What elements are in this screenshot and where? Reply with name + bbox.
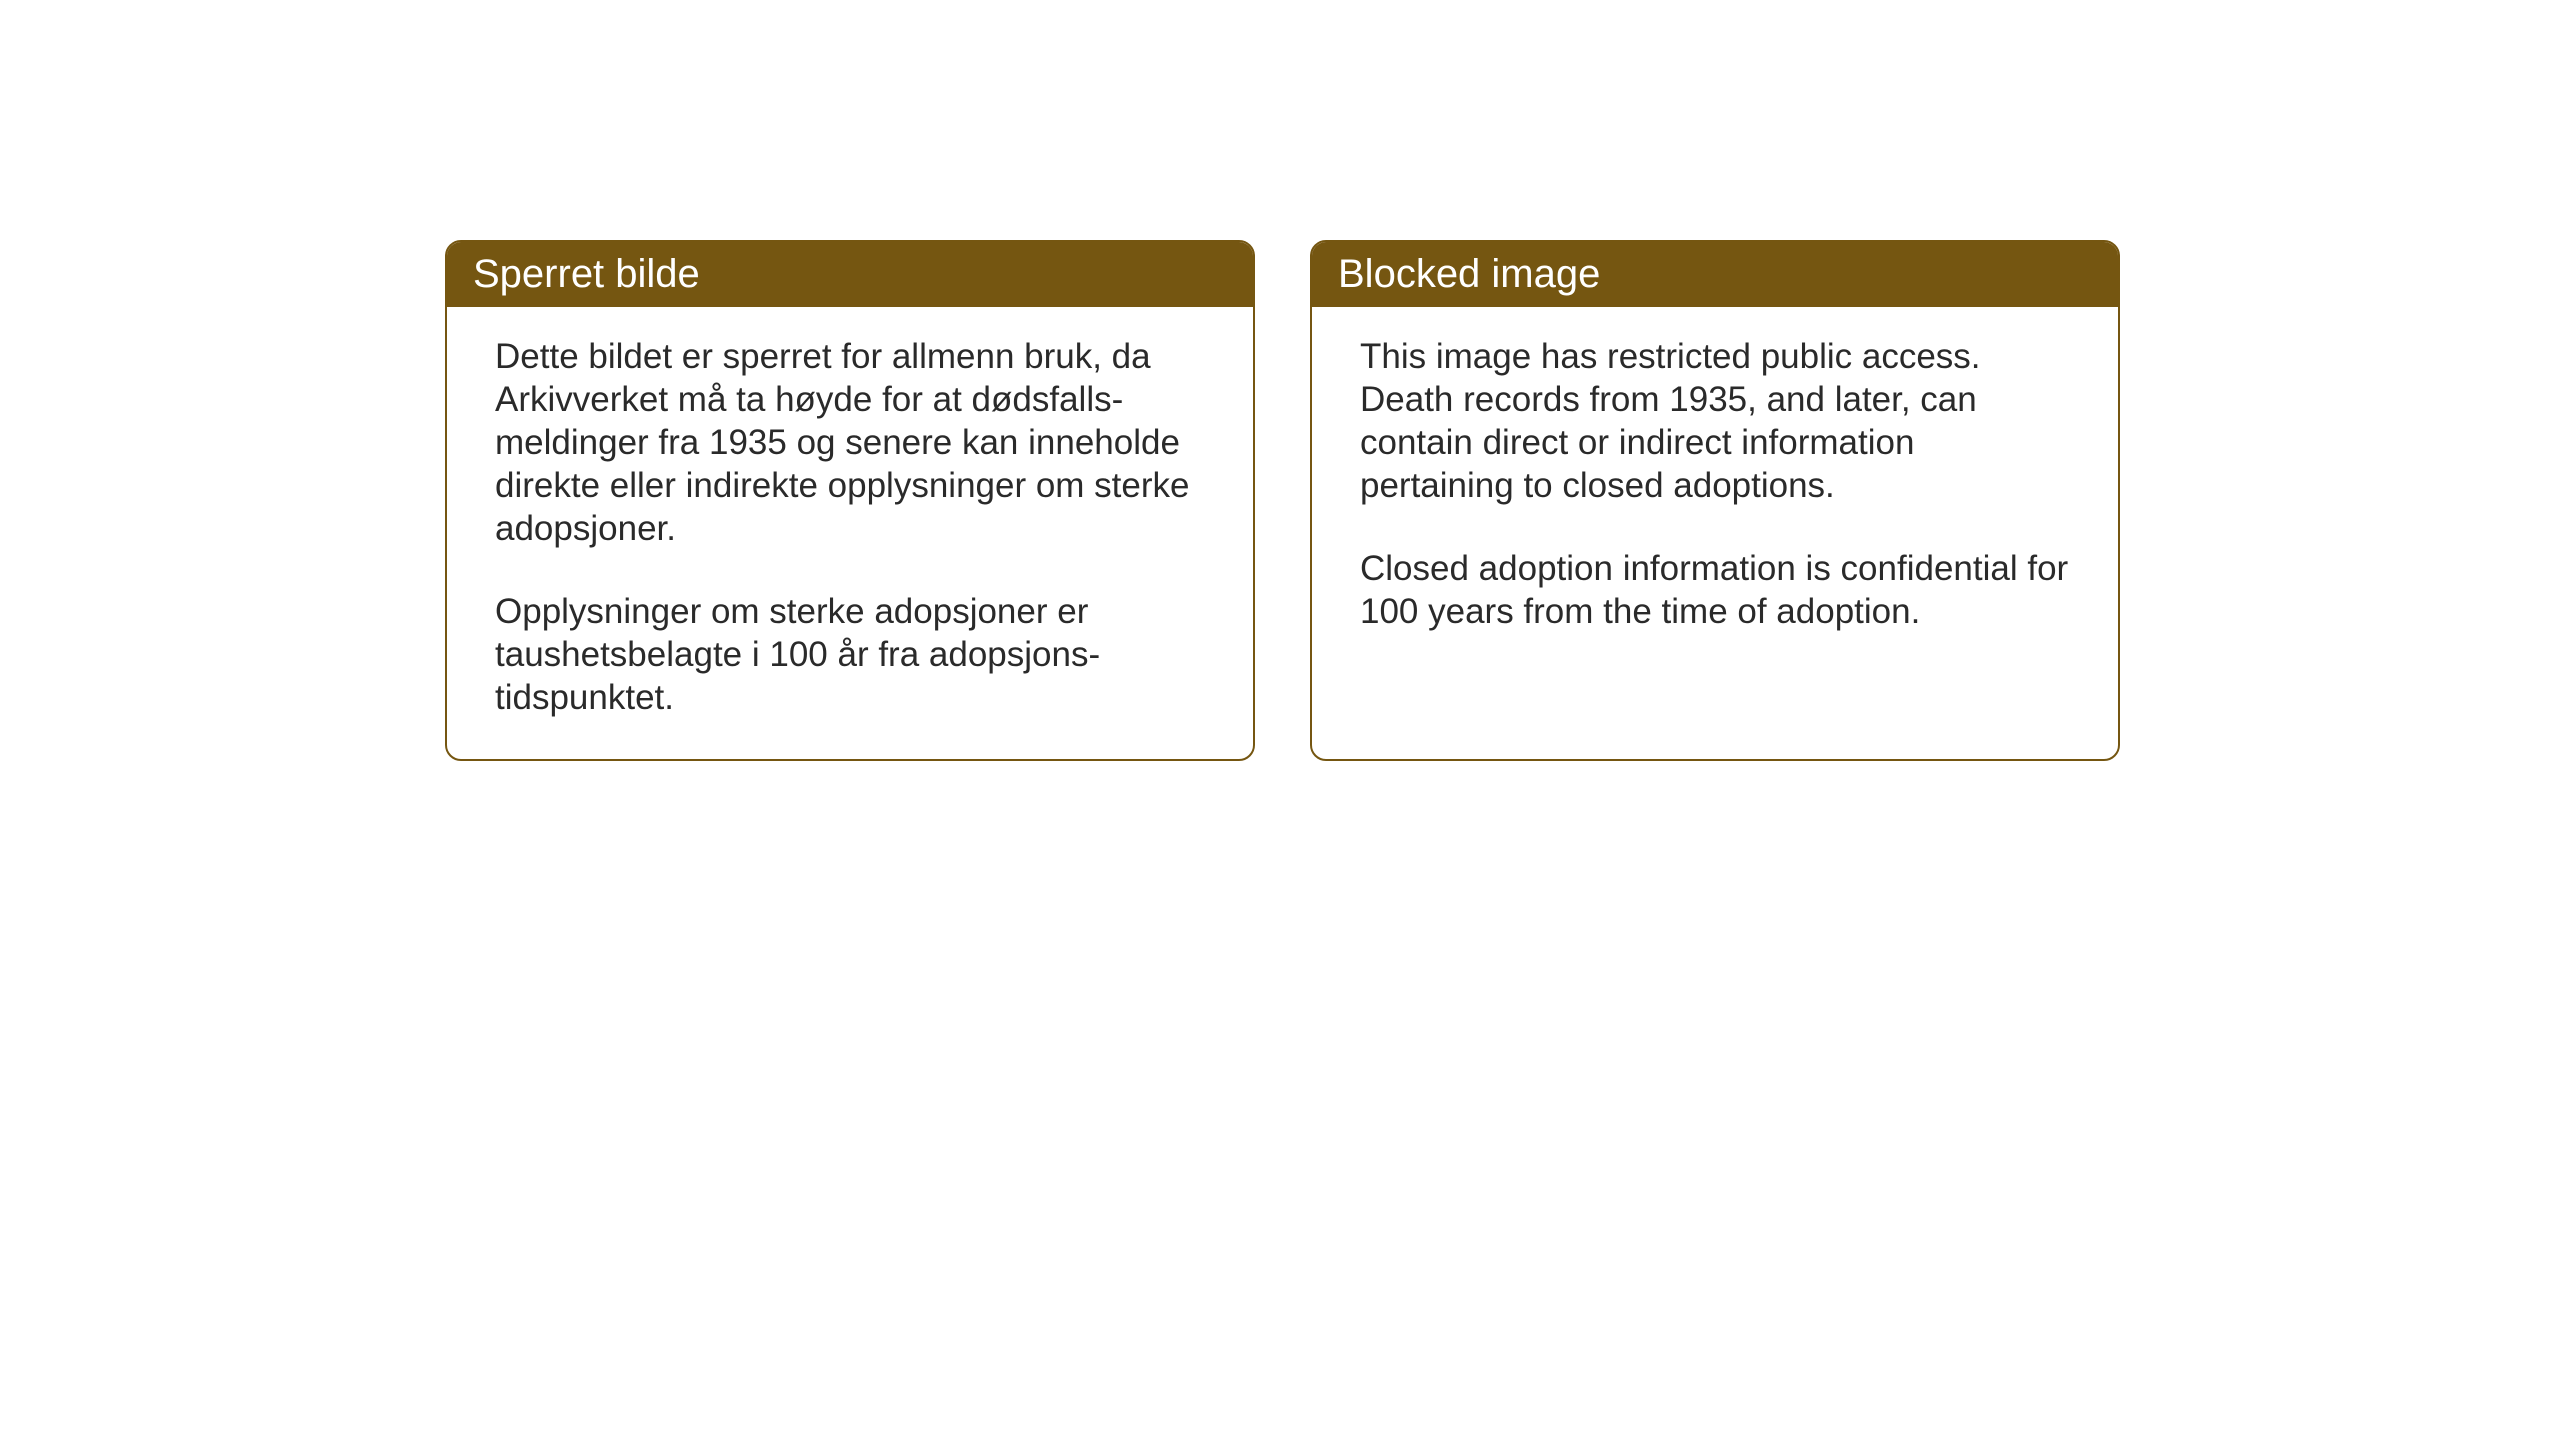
- notice-card-english: Blocked image This image has restricted …: [1310, 240, 2120, 761]
- card-title: Blocked image: [1338, 252, 1600, 296]
- card-body-english: This image has restricted public access.…: [1312, 307, 2118, 727]
- card-paragraph-1: Dette bildet er sperret for allmenn bruk…: [495, 335, 1205, 550]
- notice-card-norwegian: Sperret bilde Dette bildet er sperret fo…: [445, 240, 1255, 761]
- card-header-english: Blocked image: [1312, 242, 2118, 307]
- notice-cards-container: Sperret bilde Dette bildet er sperret fo…: [445, 240, 2120, 761]
- card-paragraph-2: Closed adoption information is confident…: [1360, 547, 2070, 633]
- card-paragraph-1: This image has restricted public access.…: [1360, 335, 2070, 507]
- card-paragraph-2: Opplysninger om sterke adopsjoner er tau…: [495, 590, 1205, 719]
- card-header-norwegian: Sperret bilde: [447, 242, 1253, 307]
- card-title: Sperret bilde: [473, 252, 700, 296]
- card-body-norwegian: Dette bildet er sperret for allmenn bruk…: [447, 307, 1253, 759]
